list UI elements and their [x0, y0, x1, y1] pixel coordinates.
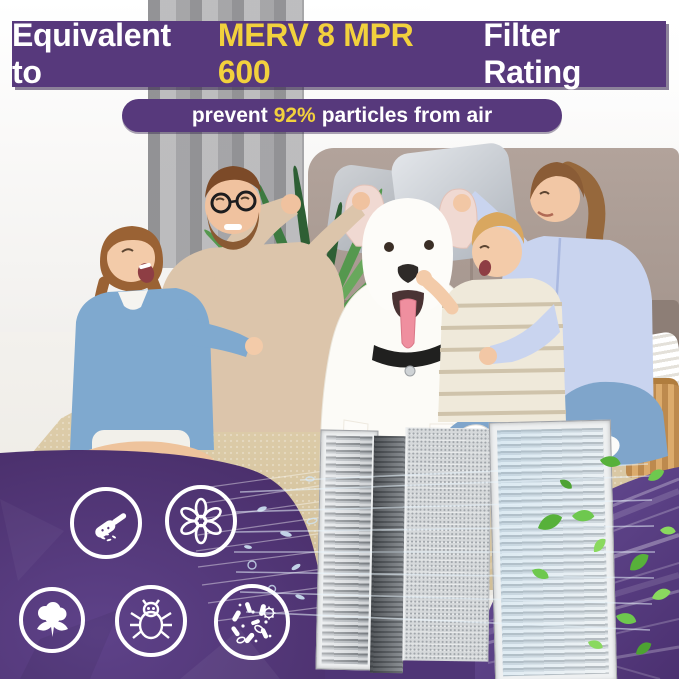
headline-prefix: Equivalent to — [12, 17, 171, 90]
subheadline-prefix: prevent — [191, 103, 268, 127]
headline-banner: Equivalent to MERV 8 MPR 600 Filter Rati… — [12, 17, 666, 90]
dust-mite-icon — [115, 585, 187, 657]
subheadline-suffix: particles from air — [321, 103, 493, 127]
pet-dander-icon — [70, 487, 142, 559]
headline-suffix: Filter Rating — [483, 17, 582, 90]
cotton-lint-icon — [19, 587, 85, 653]
pollen-icon — [165, 485, 237, 557]
filter-layer-frame-back — [488, 419, 618, 679]
subheadline-percent: 92% — [273, 103, 316, 127]
hands-on-dog — [300, 192, 560, 365]
headline-rating-highlight: MERV 8 MPR 600 — [217, 17, 414, 90]
bacteria-icon — [214, 584, 290, 660]
filter-layer-perforated-mesh — [402, 427, 492, 662]
subheadline-pill: prevent 92% particles from air — [122, 99, 562, 132]
filter-layer-carbon-mesh — [369, 435, 408, 674]
filter-layer-frame-front — [315, 429, 379, 671]
